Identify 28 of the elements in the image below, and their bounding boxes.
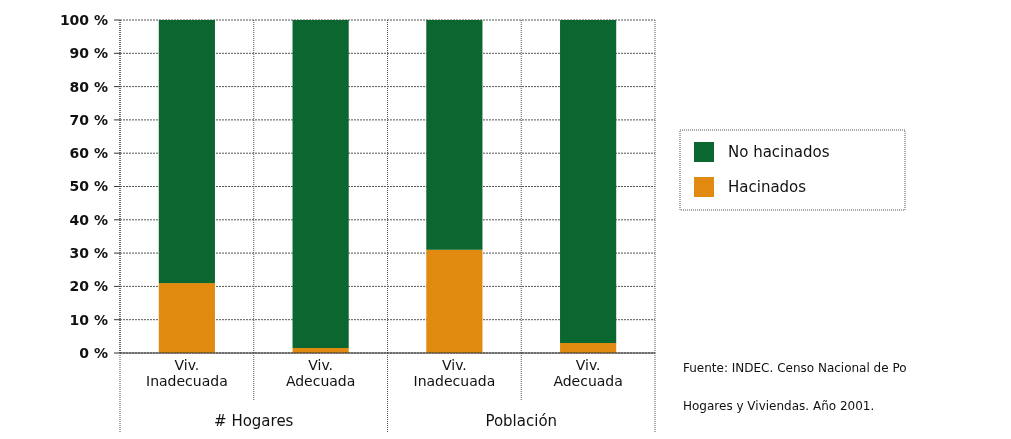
y-tick-label: 60 % [69,145,108,162]
y-tick-label: 90 % [69,45,108,62]
bar [426,20,483,250]
x-tick-label: Viv. Adecuada [285,357,356,389]
x-tick-label: Viv. Inadecuada [146,357,228,389]
y-tick-label: 50 % [69,178,108,195]
y-tick-label: 10 % [69,311,108,328]
y-tick-label: 70 % [69,111,108,128]
y-tick-label: 80 % [69,78,108,95]
text: Población [485,412,558,430]
bar [292,20,349,349]
bar [158,20,215,284]
text: # Hogares [214,412,294,430]
legend-label: Hacinados [728,178,807,197]
y-tick-label: 30 % [69,245,108,261]
y-tick-label: 100 % [59,11,108,28]
bar [560,20,617,344]
x-tick-label: Viv. Inadecuada [413,357,496,389]
y-tick-label: 20 % [69,278,108,295]
y-tick-label: 0 % [79,344,108,361]
bar [158,283,215,353]
legend-label: No hacinados [728,143,830,162]
bar [560,343,617,353]
x-tick-label: Viv. Adecuada [553,357,623,389]
source-note: Fuente: INDEC. Censo Nacional de Po [683,361,907,375]
y-tick-label: 40 % [69,211,108,228]
bar [426,249,483,353]
text: Hogares y Viviendas. Año 2001. [683,399,875,413]
